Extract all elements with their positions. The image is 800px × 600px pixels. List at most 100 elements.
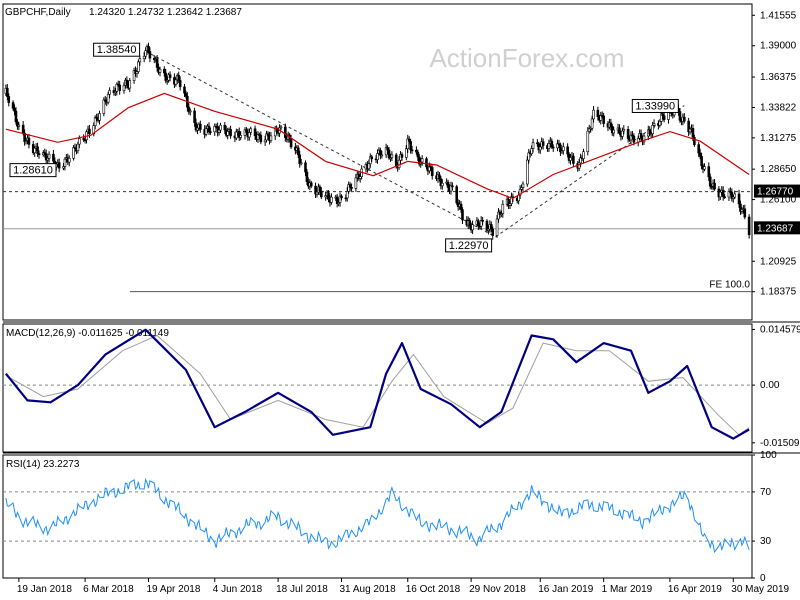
candle-body (430, 167, 434, 177)
price-annotation-box (445, 238, 493, 253)
candle-body (489, 224, 493, 230)
candle-body (193, 110, 196, 124)
candle-body (183, 86, 186, 94)
candle-body (72, 147, 75, 159)
candle-body (350, 187, 353, 189)
candle-body (747, 216, 751, 235)
candle-body (330, 196, 333, 203)
rsi-tick-label: 100 (760, 450, 777, 461)
candle-body (394, 154, 398, 167)
candle-body (387, 149, 391, 159)
candle-body (691, 128, 695, 138)
candle-body (531, 142, 535, 149)
candle-body (296, 147, 300, 156)
price-annotation-box (93, 42, 141, 57)
candle-body (491, 228, 495, 236)
rsi-title: RSI(14) 23.2273 (6, 459, 80, 470)
candle-body (345, 191, 349, 199)
candle-body (348, 184, 352, 188)
candle-body (155, 58, 159, 68)
candle-body (713, 182, 716, 190)
candle-body (582, 151, 585, 159)
candle-body (36, 146, 39, 154)
candle-body (609, 122, 613, 127)
candle-body (652, 123, 656, 126)
candle-body (27, 137, 31, 145)
price-tick-label: 1.26100 (760, 195, 797, 206)
candle-body (459, 203, 463, 210)
candle-body (13, 107, 16, 112)
candle-body (178, 80, 182, 88)
candle-body (420, 158, 424, 163)
candle-body (318, 186, 322, 192)
candle-body (481, 220, 484, 222)
candle-body (468, 220, 471, 226)
x-tick-label: 29 Nov 2018 (469, 584, 526, 595)
level-label: 1.26770 (757, 187, 794, 198)
candle-body (327, 192, 330, 200)
candle-body (621, 130, 624, 137)
candle-body (376, 153, 379, 161)
candle-body (93, 117, 97, 126)
candle-body (229, 129, 232, 137)
candle-body (566, 146, 569, 155)
candle-body (370, 156, 374, 160)
current-price-box (754, 221, 800, 235)
fe-level-label: FE 100.0 (709, 280, 750, 291)
candle-body (76, 143, 80, 152)
candle-body (590, 118, 594, 129)
candle-body (320, 190, 323, 198)
candle-body (284, 126, 287, 138)
candle-body (651, 125, 654, 135)
candle-body (78, 138, 81, 145)
candle-body (137, 61, 140, 72)
candle-body (410, 149, 414, 152)
candle-body (737, 193, 741, 205)
macd-tick-label: 0.00 (760, 380, 780, 391)
candle-body (405, 148, 408, 158)
candle-body (98, 113, 101, 121)
price-annotation-box (9, 163, 57, 178)
candle-body (177, 75, 181, 81)
candle-body (379, 149, 382, 156)
candle-body (239, 135, 242, 138)
candle-body (367, 163, 371, 170)
candle-body (495, 218, 499, 236)
candle-body (289, 138, 293, 148)
candle-body (697, 144, 701, 154)
x-tick-label: 16 Apr 2019 (668, 584, 722, 595)
candle-body (115, 83, 119, 92)
candle-body (304, 162, 307, 173)
candle-body (700, 156, 703, 167)
x-tick-label: 31 Aug 2018 (339, 584, 396, 595)
candle-body (441, 182, 444, 187)
candle-body (501, 203, 505, 214)
price-tick-label: 1.36375 (760, 72, 797, 83)
candle-body (612, 129, 616, 134)
candle-body (569, 157, 572, 161)
candle-body (693, 137, 696, 145)
candle-body (135, 71, 139, 74)
macd-signal-line (5, 334, 750, 436)
x-tick-label: 6 Mar 2018 (83, 584, 134, 595)
candle-body (47, 153, 51, 159)
candle-body (188, 110, 192, 113)
candle-body (63, 158, 67, 167)
macd-panel-frame (2, 323, 753, 453)
candle-body (622, 128, 626, 132)
candle-body (626, 128, 630, 139)
candle-body (245, 129, 248, 133)
current-price-label: 1.23687 (757, 223, 794, 234)
candle-body (521, 183, 525, 188)
candle-body (57, 162, 61, 169)
candle-body (687, 120, 690, 133)
price-tick-label: 1.33822 (760, 102, 797, 113)
candle-body (461, 209, 464, 221)
watermark: ActionForex.com (429, 43, 624, 73)
candle-body (683, 116, 686, 122)
candle-body (721, 189, 725, 197)
candle-body (118, 84, 121, 91)
candle-body (158, 68, 162, 73)
candle-body (148, 51, 152, 59)
